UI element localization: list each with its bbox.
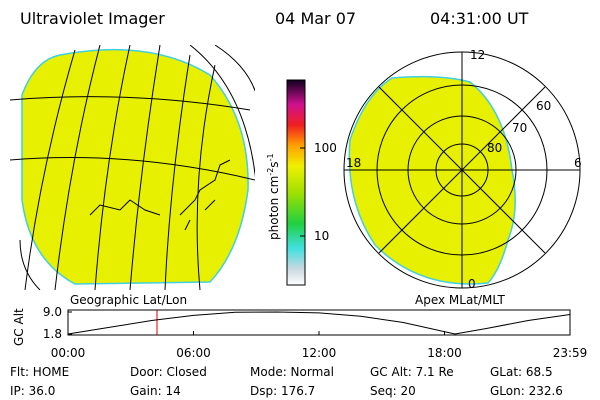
unit-part: s [267,161,281,167]
x-tick-label: 23:59 [553,346,588,360]
alt-curve [67,311,571,335]
info-field: Flt: HOME [10,365,69,379]
info-field: IP: 36.0 [10,384,55,398]
alt-plot: 9.0 1.8 00:00 06:00 12:00 18:00 23:59 [43,305,587,360]
unit-part: -2 [266,168,275,176]
info-field: Seq: 20 [370,384,416,398]
x-tick-label: 12:00 [302,346,337,360]
info-field: GLon: 232.6 [490,384,563,398]
x-tick-label: 00:00 [51,346,86,360]
info-field: Dsp: 176.7 [250,384,315,398]
colorbar [286,79,306,286]
apex-label: Apex MLat/MLT [415,293,505,307]
x-tick-label: 06:00 [176,346,211,360]
info-field: GC Alt: 7.1 Re [370,365,454,379]
date: 04 Mar 07 [275,9,356,28]
cb-label: 100 [314,141,337,155]
info-field: Mode: Normal [250,365,334,379]
info-field: Door: Closed [130,365,207,379]
info-field: GLat: 68.5 [490,365,553,379]
info-field: Gain: 14 [130,384,181,398]
mlt-label: 6 [574,156,582,170]
x-tick-label: 18:00 [427,346,462,360]
y-tick-label: 9.0 [43,305,62,319]
cb-unit: photon cm-2s-1 [266,153,281,240]
geo-image [10,45,255,290]
geo-label: Geographic Lat/Lon [70,293,187,307]
cb-label: 10 [314,229,329,243]
polar-image [343,51,581,289]
info: Flt: HOME IP: 36.0 Door: Closed Gain: 14 Mod… [10,365,563,398]
lat-label: 60 [536,99,551,113]
y-tick-label: 1.8 [43,327,62,341]
instrument: Ultraviolet Imager [20,9,165,28]
mlt-label: 0 [468,277,476,291]
unit-part: -1 [266,153,275,161]
time: 04:31:00 UT [430,9,529,28]
mlt-label: 18 [346,156,361,170]
lat-label: 80 [487,141,502,155]
mlt-label: 12 [470,48,485,62]
unit-part: photon cm [267,176,281,240]
lat-label: 70 [512,121,527,135]
alt-ylabel: GC Alt [12,308,26,346]
